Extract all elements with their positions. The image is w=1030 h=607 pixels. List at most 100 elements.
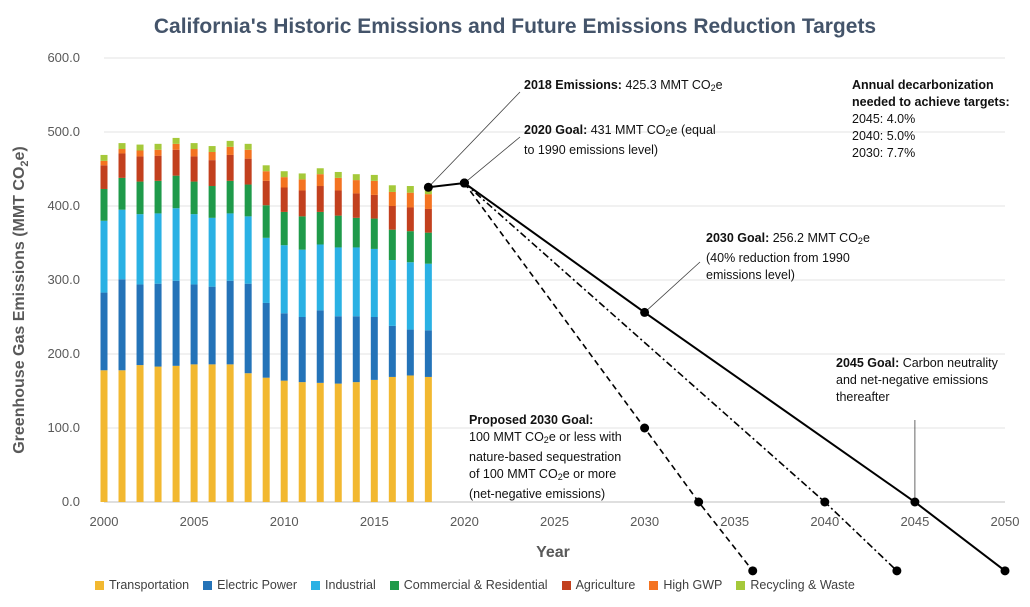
bar-segment [424,208,432,233]
bar-segment [154,366,162,502]
bar-segment [136,365,144,502]
bar-segment [370,218,378,249]
bar-segment [100,165,108,189]
bar-segment [334,190,342,216]
bar-segment [352,247,360,317]
legend-swatch [389,580,399,590]
bar-segment [352,180,360,194]
bar-segment [136,156,144,182]
bar-segment [280,187,288,212]
bar-segment [424,263,432,331]
bar-segment [226,140,234,147]
legend-item: Agriculture [561,578,636,592]
bar-segment [190,143,198,150]
bar-segment [172,149,180,176]
bar-segment [172,137,180,144]
leader-line [644,261,701,313]
bar-segment [190,214,198,285]
annotation-2018-bold: 2018 Emissions: [524,78,622,92]
legend-swatch [95,580,104,590]
y-tick-label: 500.0 [47,124,80,139]
bar-segment [118,370,126,502]
bar-segment [406,186,414,193]
legend-item: Electric Power [203,578,297,592]
bar-segment [100,154,108,161]
bar-segment [244,184,252,217]
bar-segment [244,149,252,159]
annotation-proposed-l1a: 100 MMT CO [469,430,544,444]
bar-segment [100,160,108,166]
bar-segment [190,149,198,157]
legend-item: Recycling & Waste [736,578,855,592]
bar-segment [118,149,126,154]
bar-segment [118,209,126,280]
leader-line [464,136,521,184]
bar-segment [262,377,270,502]
legend-item: Industrial [311,578,376,592]
bar-segment [100,188,108,221]
legend-swatch [736,580,746,590]
annotation-2045-line2: and net-negative emissions [836,373,989,387]
bar-segment [352,193,360,218]
annotation-decarbonization: Annual decarbonization needed to achieve… [852,77,1010,162]
bar-segment [334,383,342,502]
bar-segment [388,206,396,230]
bar-segment [334,247,342,317]
bar-segment [334,171,342,178]
annotation-leader-lines [428,91,916,502]
annotation-proposed-l1sub: 2 [543,435,549,445]
annotation-proposed-l3sub: 2 [557,472,563,482]
bar-segment [280,313,288,381]
bar-segment [154,283,162,367]
x-tick-label: 2025 [540,514,569,529]
bar-segment [208,146,216,152]
annotation-proposed-l3b: e or more [562,467,617,481]
bar-segment [370,317,378,380]
projection-point [459,178,469,188]
bar-segment [226,154,234,181]
annotation-2020-text2: e (equal [670,123,716,137]
bar-segment [136,214,144,285]
bar-segment [100,292,108,371]
bar-segment [208,364,216,502]
bar-segment [244,373,252,502]
legend-label: High GWP [663,578,723,592]
y-tick-label: 100.0 [47,420,80,435]
bar-segment [316,211,324,245]
bar-segment [316,168,324,175]
bar-segment [136,284,144,366]
bar-segment [208,186,216,218]
stacked-bars [100,137,432,502]
legend-swatch [649,580,659,590]
annotation-2018-text2: e [715,78,723,92]
legend-swatch [203,580,213,590]
bar-segment [352,217,360,248]
legend-label: Agriculture [575,578,636,592]
x-tick-label: 2000 [90,514,119,529]
bar-segment [244,283,252,374]
legend-label: Electric Power [217,578,298,592]
annotation-2020-sub: 2 [665,128,671,138]
bar-segment [352,316,360,383]
bar-segment [424,194,432,209]
bar-segment [262,165,270,172]
projection-point [640,307,650,317]
legend-item: High GWP [649,578,722,592]
bar-segment [118,143,126,150]
gridlines [104,57,1005,503]
bar-segment [100,220,108,293]
bar-segment [226,364,234,502]
bar-segment [298,216,306,250]
bar-segment [226,280,234,365]
leader-line [428,91,521,188]
x-tick-label: 2020 [450,514,479,529]
annotation-decarb-2040: 2040: 5.0% [852,129,916,143]
annotation-2045-goal: 2045 Goal: Carbon neutrality and net-neg… [836,355,998,406]
bar-segment [280,171,288,178]
bar-segment [352,174,360,181]
bar-segment [370,194,378,219]
legend-label: Industrial [325,578,376,592]
bar-segment [316,382,324,502]
bar-segment [298,382,306,502]
